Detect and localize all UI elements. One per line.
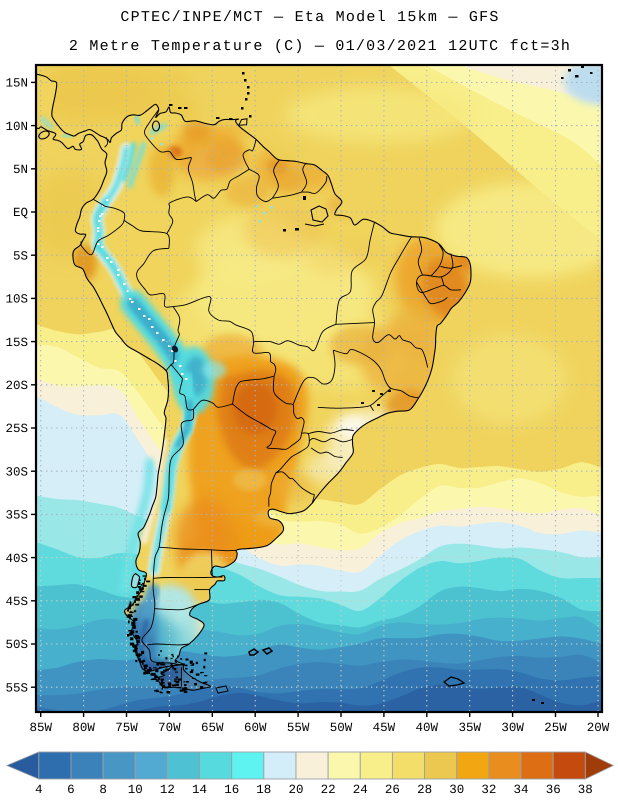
svg-text:30W: 30W (501, 721, 524, 735)
svg-text:5S: 5S (13, 249, 28, 263)
svg-text:34: 34 (513, 783, 528, 797)
svg-text:80W: 80W (72, 721, 95, 735)
svg-text:22: 22 (321, 783, 336, 797)
svg-text:30S: 30S (5, 465, 28, 479)
svg-text:15S: 15S (5, 336, 28, 350)
svg-text:24: 24 (353, 783, 368, 797)
svg-text:20S: 20S (5, 379, 28, 393)
svg-text:12: 12 (160, 783, 175, 797)
svg-text:60W: 60W (244, 721, 267, 735)
svg-text:8: 8 (99, 783, 107, 797)
svg-text:40W: 40W (416, 721, 439, 735)
svg-text:16: 16 (224, 783, 239, 797)
svg-text:50S: 50S (5, 638, 28, 652)
svg-text:65W: 65W (201, 721, 224, 735)
svg-text:6: 6 (67, 783, 75, 797)
svg-text:10: 10 (128, 783, 143, 797)
svg-text:10S: 10S (5, 293, 28, 307)
svg-text:CPTEC/INPE/MCT — Eta Model 15: CPTEC/INPE/MCT — Eta Model 15km — GFS (120, 9, 499, 26)
svg-text:45W: 45W (373, 721, 396, 735)
svg-text:20: 20 (288, 783, 303, 797)
svg-text:55W: 55W (287, 721, 310, 735)
svg-text:25W: 25W (544, 721, 567, 735)
svg-text:10N: 10N (5, 120, 28, 134)
svg-text:40S: 40S (5, 552, 28, 566)
svg-text:45S: 45S (5, 595, 28, 609)
svg-text:30: 30 (449, 783, 464, 797)
svg-text:20W: 20W (587, 721, 610, 735)
svg-text:35W: 35W (458, 721, 481, 735)
svg-text:EQ: EQ (13, 206, 28, 220)
svg-text:4: 4 (35, 783, 43, 797)
svg-text:85W: 85W (29, 721, 52, 735)
svg-text:38: 38 (578, 783, 593, 797)
svg-text:14: 14 (192, 783, 207, 797)
svg-text:15N: 15N (5, 77, 28, 91)
svg-text:2 Metre Temperature (C) — 01/0: 2 Metre Temperature (C) — 01/03/2021 12U… (69, 38, 571, 55)
svg-text:35S: 35S (5, 509, 28, 523)
svg-text:18: 18 (256, 783, 271, 797)
svg-text:50W: 50W (330, 721, 353, 735)
svg-text:70W: 70W (158, 721, 181, 735)
svg-text:25S: 25S (5, 422, 28, 436)
svg-text:55S: 55S (5, 681, 28, 695)
svg-text:28: 28 (417, 783, 432, 797)
svg-text:26: 26 (385, 783, 400, 797)
svg-text:32: 32 (481, 783, 496, 797)
svg-text:75W: 75W (115, 721, 138, 735)
svg-text:36: 36 (546, 783, 561, 797)
svg-text:5N: 5N (13, 163, 28, 177)
